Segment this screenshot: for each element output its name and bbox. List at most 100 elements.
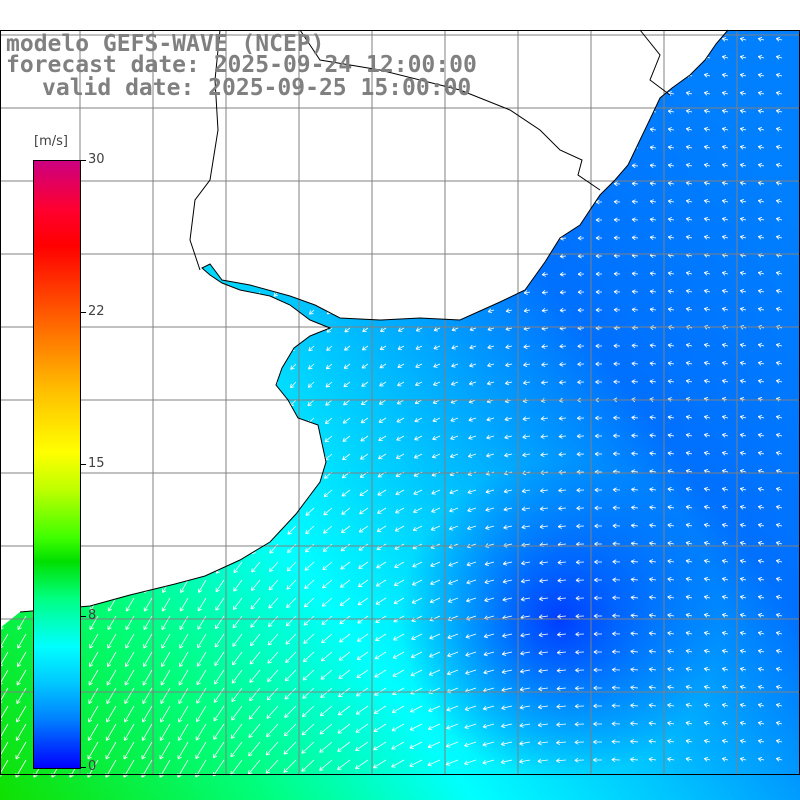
wind-arrow — [467, 525, 477, 531]
wind-arrow — [521, 560, 531, 566]
wind-arrow — [445, 741, 459, 748]
wind-arrow — [286, 597, 297, 608]
wind-arrow — [503, 524, 513, 530]
wind-arrow — [356, 669, 369, 679]
wind-arrow — [361, 363, 369, 369]
wind-arrow — [775, 540, 783, 546]
wind-arrow — [302, 651, 315, 663]
wind-arrow — [667, 505, 675, 510]
wind-arrow — [415, 345, 423, 350]
wind-arrow — [343, 381, 351, 388]
wind-arrow — [196, 651, 207, 667]
wind-arrow — [703, 72, 711, 78]
wind-arrow — [88, 669, 99, 686]
wind-arrow — [721, 108, 729, 114]
wind-arrow — [537, 758, 549, 764]
wind-arrow — [89, 615, 99, 631]
wind-arrow — [487, 362, 495, 368]
wind-arrow — [757, 360, 765, 366]
wind-arrow — [283, 759, 297, 773]
wind-arrow — [739, 342, 747, 348]
wind-arrow — [375, 597, 387, 605]
wind-arrow — [703, 108, 711, 114]
wind-arrow — [613, 379, 621, 385]
wind-arrow — [487, 308, 495, 314]
wind-arrow — [540, 452, 549, 457]
wind-arrow — [667, 487, 675, 492]
wind-arrow — [739, 540, 747, 546]
wind-arrow — [391, 741, 405, 750]
wind-arrow — [523, 344, 531, 349]
wind-arrow — [594, 505, 603, 511]
wind-arrow — [667, 523, 675, 528]
wind-arrow — [667, 289, 675, 294]
wind-arrow — [721, 90, 729, 96]
wind-arrow — [593, 667, 603, 673]
wind-arrow — [757, 684, 765, 690]
wind-arrow — [667, 649, 675, 654]
wind-arrow — [321, 597, 333, 607]
wind-arrow — [703, 648, 711, 654]
wind-arrow — [648, 685, 657, 690]
wind-arrow — [396, 417, 405, 423]
wind-arrow — [446, 705, 459, 712]
wind-arrow — [322, 579, 333, 589]
wind-arrow — [721, 270, 729, 276]
wind-arrow — [649, 271, 657, 276]
wind-arrow — [265, 741, 279, 756]
wind-arrow — [414, 435, 423, 441]
wind-arrow — [341, 507, 351, 515]
wind-arrow — [465, 651, 477, 657]
wind-arrow — [721, 486, 729, 492]
wind-arrow — [339, 633, 351, 643]
wind-arrow — [649, 541, 657, 546]
wind-arrow — [447, 651, 459, 658]
wind-arrow — [739, 360, 747, 366]
wind-arrow — [413, 453, 423, 459]
wind-arrow — [160, 687, 171, 704]
wind-arrow — [577, 289, 585, 295]
wind-arrow — [685, 378, 693, 384]
wind-arrow — [757, 558, 765, 564]
wind-arrow — [757, 234, 765, 240]
title-model: modelo GEFS-WAVE (NCEP) — [6, 31, 325, 57]
wind-arrow — [613, 199, 621, 205]
wind-arrow — [142, 651, 153, 667]
wind-arrow — [685, 558, 693, 564]
colorbar-label: 30 — [88, 152, 105, 167]
wind-arrow — [721, 36, 729, 42]
wind-arrow — [302, 669, 315, 681]
wind-arrow — [757, 432, 765, 438]
wind-arrow — [739, 126, 747, 132]
wind-arrow — [703, 198, 711, 204]
wind-arrow — [757, 270, 765, 276]
wind-arrow — [482, 759, 495, 765]
wind-arrow — [287, 525, 297, 535]
wind-arrow — [595, 235, 603, 241]
wind-arrow — [685, 361, 693, 366]
wind-arrow — [739, 486, 747, 492]
wind-arrow — [613, 343, 621, 349]
wind-arrow — [577, 379, 585, 385]
wind-arrow — [500, 741, 513, 747]
wind-arrow — [649, 199, 657, 204]
wind-arrow — [414, 417, 423, 423]
wind-arrow — [325, 381, 333, 388]
wind-arrow — [667, 163, 675, 168]
wind-arrow — [667, 307, 675, 312]
wind-arrow — [250, 615, 261, 628]
wind-arrow — [667, 541, 675, 546]
wind-arrow — [521, 488, 531, 494]
wind-arrow — [649, 379, 657, 384]
wind-arrow — [757, 666, 765, 672]
wind-arrow — [358, 525, 369, 533]
wind-arrow — [649, 415, 657, 420]
wind-arrow — [630, 721, 639, 726]
wind-arrow — [483, 651, 495, 657]
wind-arrow — [703, 162, 711, 168]
wind-arrow — [523, 362, 531, 367]
wind-arrow — [631, 343, 639, 349]
wind-arrow — [285, 615, 297, 627]
wind-arrow — [411, 633, 423, 640]
wind-arrow — [757, 612, 765, 618]
